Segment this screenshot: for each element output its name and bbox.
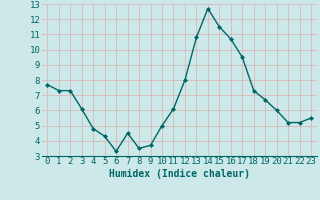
X-axis label: Humidex (Indice chaleur): Humidex (Indice chaleur) (109, 169, 250, 179)
